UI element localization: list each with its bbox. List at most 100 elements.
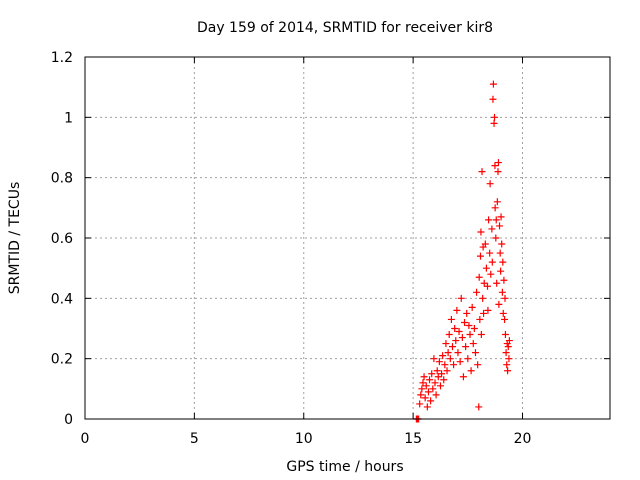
data-point <box>486 180 494 188</box>
x-axis-label: GPS time / hours <box>286 459 403 475</box>
data-point <box>488 225 496 233</box>
data-point <box>467 367 475 375</box>
data-point <box>436 382 444 390</box>
data-point <box>499 258 507 266</box>
data-point <box>419 379 427 387</box>
data-point <box>444 349 452 357</box>
chart-title: Day 159 of 2014, SRMTID for receiver kir… <box>197 20 493 36</box>
data-point <box>427 397 435 405</box>
data-point <box>500 276 508 284</box>
data-point <box>482 264 490 272</box>
data-point <box>416 400 424 408</box>
y-axis-label: SRMTID / TECUs <box>7 182 23 295</box>
x-tick-label: 5 <box>190 431 199 447</box>
data-point <box>504 343 512 351</box>
grid-lines <box>85 57 610 419</box>
data-point <box>451 325 459 332</box>
data-point <box>440 376 448 384</box>
data-point <box>471 349 479 357</box>
x-tick-label: 15 <box>404 431 422 447</box>
data-point <box>493 279 501 287</box>
data-point <box>492 234 500 242</box>
data-point <box>501 331 509 339</box>
data-point <box>420 373 428 381</box>
data-point <box>480 309 488 317</box>
data-point <box>439 352 447 360</box>
data-point <box>484 306 492 314</box>
x-tick-label: 20 <box>514 431 532 447</box>
data-point <box>438 370 446 378</box>
data-point <box>501 294 509 302</box>
data-point <box>442 340 450 348</box>
data-point <box>495 300 503 308</box>
data-point <box>461 318 469 326</box>
data-point <box>497 267 505 275</box>
y-tick-label: 0.2 <box>51 352 73 368</box>
data-point <box>468 303 476 311</box>
data-point <box>477 228 485 236</box>
y-tick-label: 1 <box>64 110 73 126</box>
data-point <box>445 331 453 339</box>
data-point <box>494 159 502 167</box>
data-point <box>421 394 429 402</box>
data-point <box>490 119 498 127</box>
data-point <box>455 328 463 336</box>
data-point <box>432 391 440 399</box>
data-point <box>423 403 431 411</box>
data-point <box>496 222 504 230</box>
data-point <box>466 331 474 339</box>
data-point <box>488 258 496 266</box>
data-point <box>449 343 456 351</box>
data-point <box>434 373 442 381</box>
data-point <box>489 95 497 103</box>
data-point <box>428 370 436 378</box>
data-point <box>443 367 451 375</box>
data-point <box>465 321 473 329</box>
data-point <box>470 325 478 332</box>
y-tick-label: 0.8 <box>51 171 73 187</box>
y-tick-labels: 0 0.2 0.4 0.6 0.8 1 1.2 <box>51 50 73 428</box>
data-point <box>492 216 500 224</box>
y-tick-label: 0.6 <box>51 231 73 247</box>
data-point <box>458 334 466 342</box>
data-point <box>464 355 472 363</box>
data-point <box>446 355 454 363</box>
data-point <box>454 349 462 357</box>
data-point <box>474 361 482 369</box>
y-tick-label: 1.2 <box>51 50 73 66</box>
data-point <box>491 162 499 170</box>
data-point <box>491 113 498 121</box>
data-point <box>433 367 441 375</box>
data-point <box>501 315 509 323</box>
data-point <box>452 337 460 345</box>
data-point <box>494 168 502 176</box>
data-point <box>497 213 505 221</box>
data-point <box>476 315 484 323</box>
data-point <box>498 288 506 296</box>
y-tick-label: 0 <box>64 412 73 428</box>
data-point <box>493 198 501 206</box>
data-point <box>417 391 425 399</box>
data-point <box>429 385 437 393</box>
data-point <box>487 270 495 278</box>
data-point <box>478 168 486 176</box>
data-point <box>481 240 489 248</box>
x-tick-label: 10 <box>295 431 313 447</box>
x-tick-label: 0 <box>81 431 90 447</box>
data-point <box>424 388 432 396</box>
data-point <box>473 288 481 296</box>
data-point <box>475 403 483 411</box>
data-point <box>450 361 458 369</box>
data-point <box>456 358 464 366</box>
data-point <box>459 373 467 381</box>
data-point <box>479 294 487 302</box>
data-points <box>412 80 513 423</box>
data-point <box>489 80 497 88</box>
data-point <box>457 294 465 302</box>
data-point <box>435 358 443 366</box>
data-point <box>477 252 484 260</box>
data-point <box>418 385 426 393</box>
data-point <box>491 204 499 212</box>
axis-ticks <box>84 56 610 420</box>
